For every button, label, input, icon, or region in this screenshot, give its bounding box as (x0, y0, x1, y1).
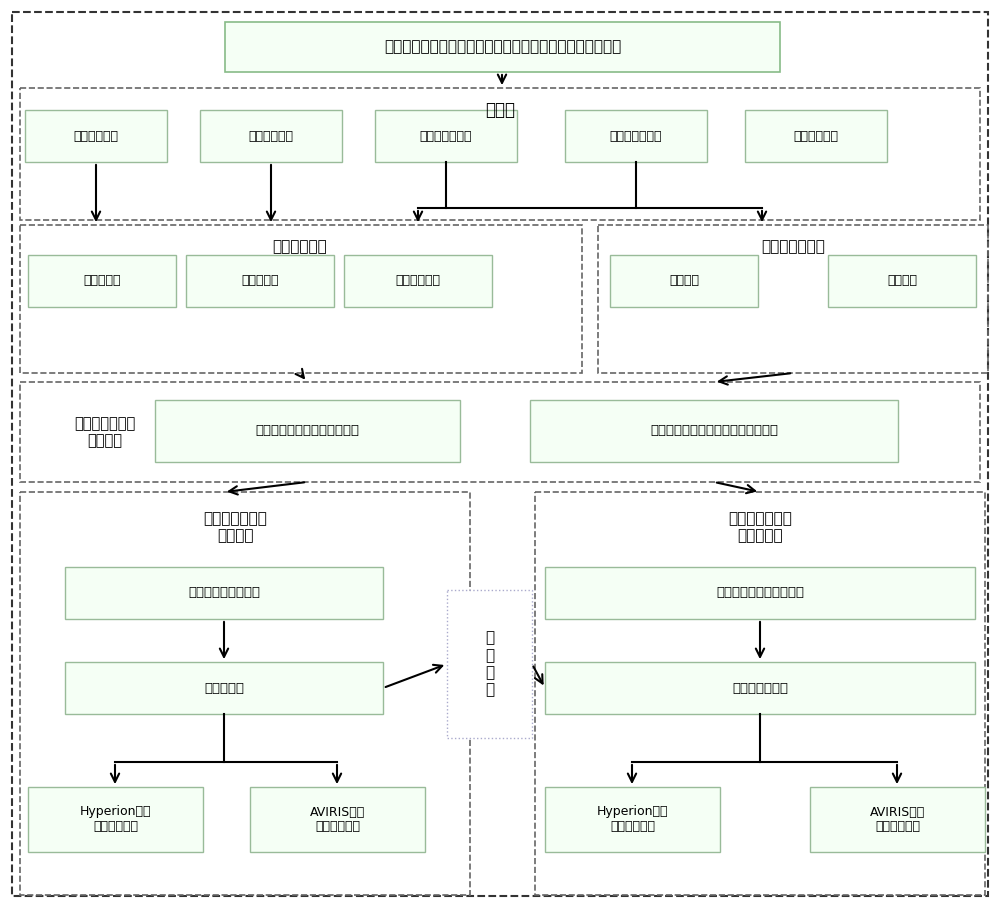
Bar (545, 567, 975, 619)
Bar (20, 88, 980, 220)
Bar (20, 382, 980, 482)
Bar (530, 400, 898, 462)
Bar (745, 110, 887, 162)
Bar (344, 255, 492, 307)
Text: 地表验证数据: 地表验证数据 (794, 130, 838, 143)
Bar (20, 492, 470, 895)
Text: 航空高光谱数据: 航空高光谱数据 (420, 130, 472, 143)
Bar (610, 255, 758, 307)
Text: 矿物、背景光谱特征分析: 矿物、背景光谱特征分析 (716, 587, 804, 599)
Bar (225, 22, 780, 72)
Text: 遥感图像预处理: 遥感图像预处理 (761, 240, 825, 254)
Text: Hyperion数据
矿物类型识别: Hyperion数据 矿物类型识别 (597, 805, 668, 834)
Text: 多类型光谱特征参数协同的矿物类型遥感识别方法技术流程: 多类型光谱特征参数协同的矿物类型遥感识别方法技术流程 (384, 40, 621, 54)
Bar (155, 400, 460, 462)
Text: 背景光谱数据: 背景光谱数据 (248, 130, 294, 143)
Text: 多类型光谱特征
参数解算: 多类型光谱特征 参数解算 (74, 416, 136, 449)
Bar (186, 255, 334, 307)
Bar (65, 567, 383, 619)
Text: 精
度
验
证: 精 度 验 证 (485, 630, 494, 697)
Text: Hyperion数据
矿物类型识别: Hyperion数据 矿物类型识别 (80, 805, 151, 834)
Bar (375, 110, 517, 162)
Bar (20, 225, 582, 373)
Bar (65, 662, 383, 714)
Text: 决策树分类法矿
物类型识别: 决策树分类法矿 物类型识别 (728, 511, 792, 543)
Bar (565, 110, 707, 162)
Text: 包络线去除: 包络线去除 (241, 274, 279, 288)
Text: 监督分类法矿物
类型识别: 监督分类法矿物 类型识别 (203, 511, 267, 543)
Text: 一阶微分处理: 一阶微分处理 (396, 274, 440, 288)
Text: AVIRIS数据
矿物类型识别: AVIRIS数据 矿物类型识别 (310, 805, 365, 834)
Bar (545, 787, 720, 852)
Bar (250, 787, 425, 852)
Text: 构建决策树模型: 构建决策树模型 (732, 682, 788, 695)
Bar (200, 110, 342, 162)
Bar (545, 662, 975, 714)
Text: 高光谱遥感数据的光谱特征参数计算: 高光谱遥感数据的光谱特征参数计算 (650, 425, 778, 438)
Text: 数据源: 数据源 (485, 101, 515, 119)
Text: 大气校正: 大气校正 (887, 274, 917, 288)
Bar (535, 492, 985, 895)
Text: 卫星高光谱数据: 卫星高光谱数据 (610, 130, 662, 143)
Bar (828, 255, 976, 307)
Bar (810, 787, 985, 852)
Text: 光谱数据处理: 光谱数据处理 (273, 240, 327, 254)
Text: 监督分类法: 监督分类法 (204, 682, 244, 695)
Text: AVIRIS数据
矿物类型识别: AVIRIS数据 矿物类型识别 (870, 805, 925, 834)
Text: 辐射定标: 辐射定标 (669, 274, 699, 288)
Bar (598, 225, 988, 373)
Bar (447, 590, 532, 738)
Bar (28, 787, 203, 852)
Bar (28, 255, 176, 307)
Text: 归一化处理: 归一化处理 (83, 274, 121, 288)
Bar (25, 110, 167, 162)
Text: 多光谱特征参数选择: 多光谱特征参数选择 (188, 587, 260, 599)
Text: 矿物光谱数据: 矿物光谱数据 (74, 130, 119, 143)
Text: 地物光谱的光谱特征参数计算: 地物光谱的光谱特征参数计算 (256, 425, 360, 438)
